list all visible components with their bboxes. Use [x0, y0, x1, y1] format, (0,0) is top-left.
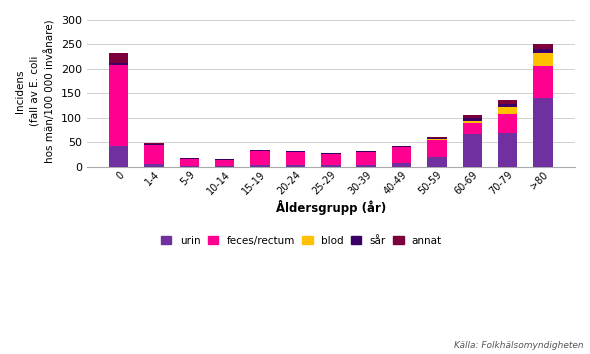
Bar [179, 159, 199, 166]
Bar [392, 147, 411, 164]
Bar [109, 65, 128, 146]
Bar [533, 53, 553, 67]
Bar [356, 152, 376, 165]
Bar [463, 123, 482, 133]
Bar [109, 63, 128, 65]
Bar [144, 145, 163, 164]
Text: Källa: Folkhälsomyndigheten: Källa: Folkhälsomyndigheten [454, 342, 584, 350]
Bar [215, 160, 234, 166]
Bar [533, 49, 553, 53]
Bar [427, 137, 447, 138]
Bar [392, 164, 411, 167]
Bar [498, 100, 517, 104]
Bar [498, 132, 517, 167]
Bar [286, 151, 305, 152]
Bar [321, 153, 340, 154]
Bar [321, 165, 340, 167]
Bar [286, 165, 305, 167]
Bar [533, 67, 553, 98]
Bar [533, 98, 553, 167]
Bar [215, 159, 234, 160]
Bar [250, 165, 270, 167]
Legend: urin, feces/rectum, blod, sår, annat: urin, feces/rectum, blod, sår, annat [161, 236, 442, 246]
Bar [427, 141, 447, 157]
Bar [427, 138, 447, 139]
Bar [427, 139, 447, 141]
Bar [250, 150, 270, 151]
Bar [463, 118, 482, 121]
Bar [286, 152, 305, 165]
Bar [321, 154, 340, 165]
Bar [179, 158, 199, 159]
Bar [498, 114, 517, 132]
Bar [250, 151, 270, 165]
Bar [109, 53, 128, 63]
Bar [463, 115, 482, 118]
Bar [427, 157, 447, 167]
Y-axis label: Incidens
(fall av E. coli
hos män/100 000 invånare): Incidens (fall av E. coli hos män/100 00… [15, 19, 55, 163]
Bar [356, 165, 376, 167]
Bar [144, 143, 163, 144]
Bar [179, 166, 199, 167]
Bar [498, 107, 517, 114]
Bar [356, 151, 376, 152]
Bar [463, 121, 482, 123]
Bar [498, 104, 517, 107]
Bar [463, 133, 482, 167]
Bar [144, 144, 163, 145]
Bar [144, 164, 163, 167]
Bar [109, 146, 128, 167]
Bar [533, 44, 553, 49]
X-axis label: Åldersgrupp (år): Åldersgrupp (år) [276, 200, 386, 215]
Bar [392, 146, 411, 147]
Bar [215, 166, 234, 167]
